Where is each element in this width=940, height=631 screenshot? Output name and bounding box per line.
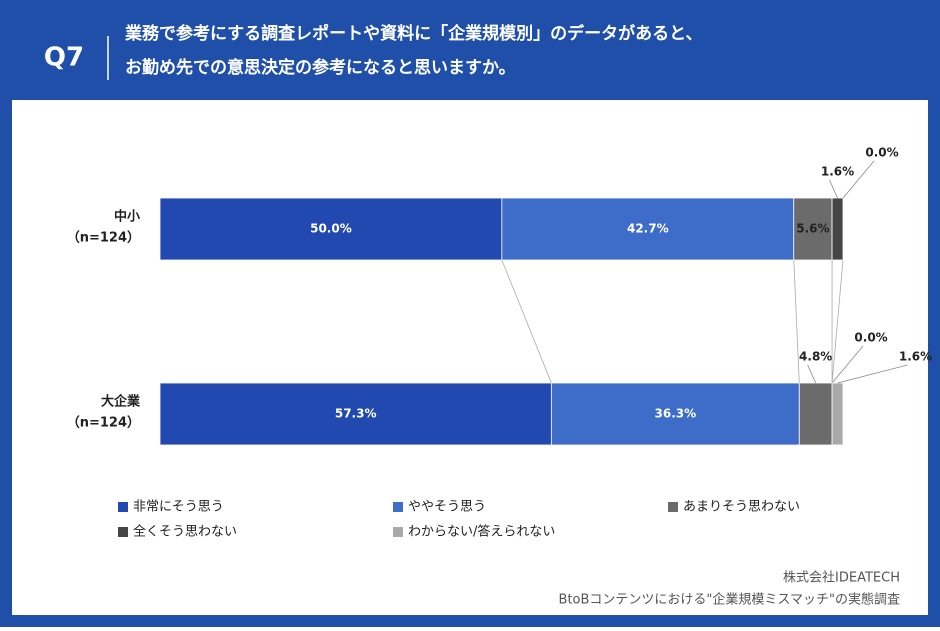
legend-swatch — [118, 527, 128, 537]
footer-survey: BtoBコンテンツにおける"企業規模ミスマッチ"の実態調査 — [559, 592, 900, 608]
legend-label: あまりそう思わない — [683, 500, 800, 515]
title-line: お勤め先での意思決定の参考になると思いますか。 — [125, 57, 516, 78]
category-note: （n=124） — [67, 415, 140, 431]
legend-label: 非常にそう思う — [133, 500, 224, 515]
value-label: 50.0% — [310, 222, 352, 236]
value-label: 5.6% — [796, 222, 829, 236]
legend-label: 全くそう思わない — [133, 524, 237, 540]
title-line: 業務で参考にする調査レポートや資料に「企業規模別」のデータがあると、 — [125, 23, 703, 44]
footer-company: 株式会社IDEATECH — [783, 570, 900, 586]
value-label: 36.3% — [655, 407, 697, 421]
question-badge: Q7 — [44, 43, 84, 73]
value-label: 0.0% — [865, 146, 898, 160]
value-label: 42.7% — [627, 222, 669, 236]
legend-swatch — [118, 502, 128, 512]
bar-segment — [832, 383, 843, 445]
category-note: （n=124） — [67, 230, 140, 246]
category-label: 中小 — [114, 209, 140, 225]
bar-segment — [832, 198, 843, 260]
bar-segment — [799, 383, 832, 445]
category-label: 大企業 — [101, 394, 141, 410]
legend-label: ややそう思う — [408, 500, 486, 515]
legend-swatch — [393, 527, 403, 537]
value-label: 4.8% — [799, 350, 832, 364]
value-label: 1.6% — [821, 165, 854, 179]
value-label: 0.0% — [854, 331, 887, 345]
value-label: 1.6% — [899, 350, 932, 364]
value-label: 57.3% — [335, 407, 377, 421]
legend-swatch — [668, 502, 678, 512]
legend-swatch — [393, 502, 403, 512]
legend-label: わからない/答えられない — [408, 524, 555, 540]
